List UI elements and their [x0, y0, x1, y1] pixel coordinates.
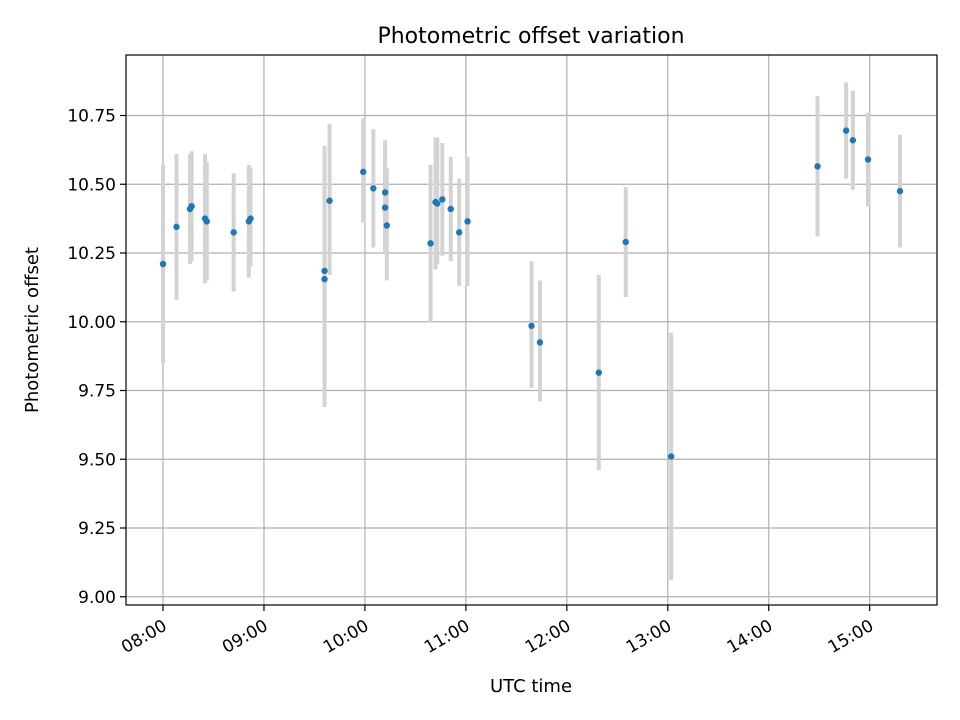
data-point: [321, 267, 328, 275]
x-axis-label: UTC time: [490, 676, 572, 697]
data-point: [173, 223, 180, 231]
y-tick-label: 10.00: [67, 313, 116, 333]
data-point: [370, 185, 377, 192]
y-axis-label: Photometric offset: [22, 247, 43, 413]
data-point: [464, 218, 471, 225]
data-point: [595, 369, 603, 376]
y-tick-label: 9.75: [78, 382, 116, 402]
data-point: [434, 200, 441, 207]
data-point: [381, 189, 389, 196]
data-point: [842, 127, 850, 134]
data-point: [814, 163, 821, 170]
y-tick-label: 9.00: [78, 588, 116, 608]
data-point: [447, 205, 454, 213]
data-point: [455, 229, 463, 236]
data-point: [159, 260, 167, 268]
data-point: [439, 196, 446, 203]
data-point: [864, 156, 872, 163]
y-tick-label: 10.50: [67, 175, 116, 195]
data-point: [536, 339, 544, 346]
y-axis-ticks: 9.00 9.25 9.50 9.75 10.00 10.25 10.50 10.75: [67, 107, 126, 608]
data-point: [326, 197, 333, 204]
data-point: [896, 187, 904, 195]
data-point: [383, 222, 390, 229]
data-point: [203, 218, 210, 225]
data-points: [159, 127, 904, 460]
data-point: [849, 137, 857, 144]
y-tick-label: 9.25: [78, 519, 116, 539]
data-point: [188, 203, 195, 210]
data-point: [321, 275, 328, 283]
data-point: [360, 168, 367, 176]
data-point: [230, 229, 237, 236]
data-point: [381, 204, 389, 211]
data-point: [247, 215, 254, 222]
y-tick-label: 10.75: [67, 107, 116, 127]
data-point: [528, 322, 535, 330]
y-tick-label: 10.25: [67, 244, 116, 264]
plot-frame: [125, 54, 938, 606]
data-point: [427, 240, 434, 247]
data-point: [622, 238, 629, 246]
y-tick-label: 9.50: [78, 450, 116, 470]
chart-title: Photometric offset variation: [377, 24, 684, 49]
data-point: [667, 453, 675, 460]
